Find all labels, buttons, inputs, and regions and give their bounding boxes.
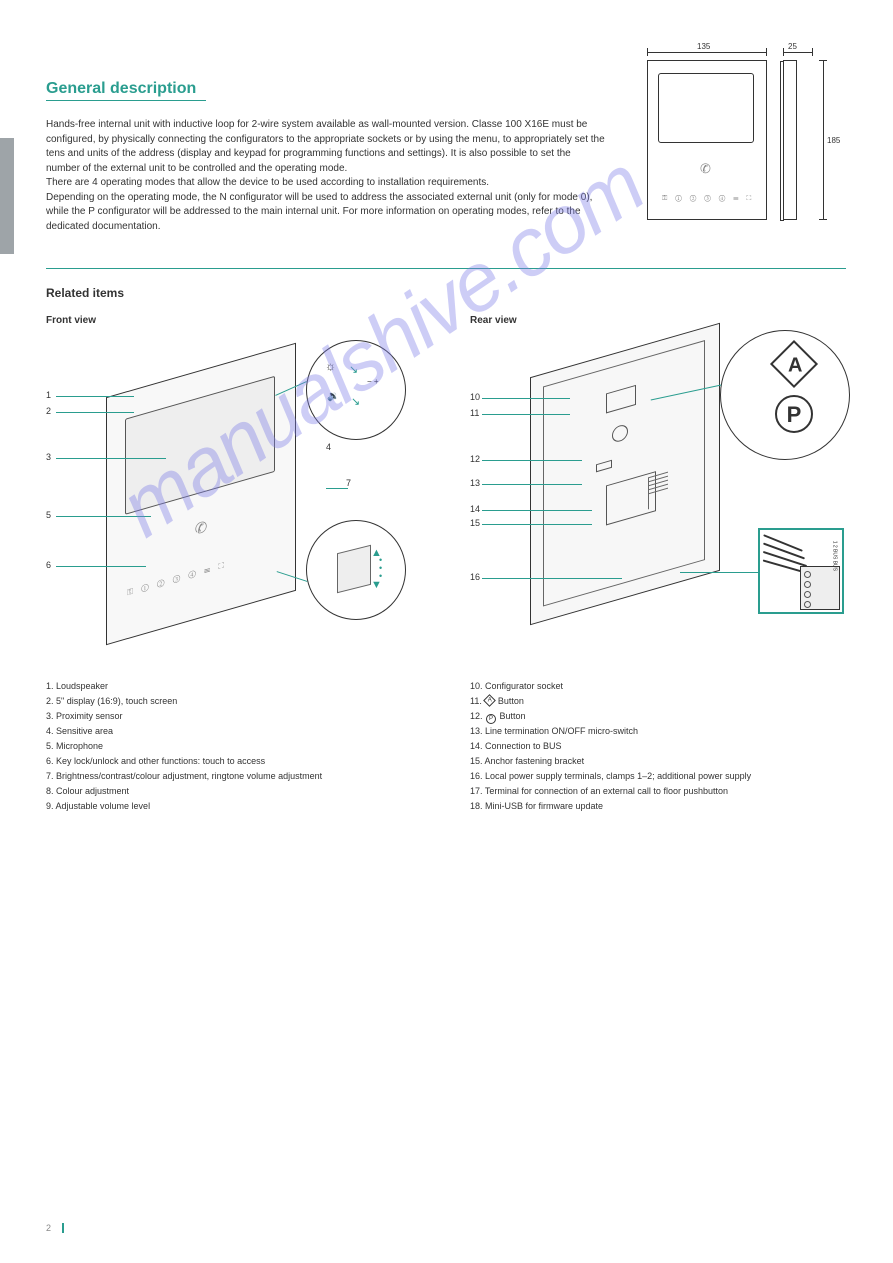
leader-7 — [326, 488, 348, 489]
callout-12: 12 — [470, 454, 480, 464]
list-item: 4. Sensitive area — [46, 725, 322, 739]
zoom-leader-conn — [680, 572, 758, 573]
list-item: 2. 5" display (16:9), touch screen — [46, 695, 322, 709]
section-title: General description — [46, 80, 196, 98]
terminal-block: 1 2 BUS BUS — [800, 566, 840, 610]
list-item: 1. Loudspeaker — [46, 680, 322, 694]
callout-7: 7 — [346, 478, 351, 488]
callout-16: 16 — [470, 572, 480, 582]
rear-list: 10. Configurator socket 11. A Button 12.… — [470, 680, 751, 814]
front-view-header: Front view — [46, 315, 96, 326]
rear-inner — [543, 340, 705, 606]
dim-side-outline — [783, 60, 797, 220]
a-button-icon: A — [770, 340, 818, 388]
list-item: 3. Proximity sensor — [46, 710, 322, 724]
list-item: 17. Terminal for connection of an extern… — [470, 785, 751, 799]
zoom-joystick: ▲ ▼ • • • — [306, 520, 406, 620]
zoom-brightness-volume: ☼ ↘ 🔉 ↘ − + — [306, 340, 406, 440]
list-item: 6. Key lock/unlock and other functions: … — [46, 755, 322, 769]
section2-title: Related items — [46, 286, 124, 300]
dim-height: 185 — [827, 136, 840, 145]
callout-3: 3 — [46, 452, 51, 462]
dim-front-outline: ✆ ⚿ ① ② ③ ④ ☰ ⛶ — [647, 60, 767, 220]
zoom-ap-buttons: A P — [720, 330, 850, 460]
callout-13: 13 — [470, 478, 480, 488]
callout-15: 15 — [470, 518, 480, 528]
p-circle-icon: P — [486, 714, 496, 724]
connector-detail: 1 2 BUS BUS — [758, 528, 844, 614]
callout-10: 10 — [470, 392, 480, 402]
list-item: 13. Line termination ON/OFF micro-switch — [470, 725, 751, 739]
leader-15 — [482, 524, 592, 525]
leader-2 — [56, 412, 134, 413]
intro-p2: There are 4 operating modes that allow t… — [46, 177, 489, 188]
dim-key-row: ⚿ ① ② ③ ④ ☰ ⛶ — [662, 195, 754, 203]
list-item: 9. Adjustable volume level — [46, 800, 322, 814]
list-item: 16. Local power supply terminals, clamps… — [470, 770, 751, 784]
list-item: 10. Configurator socket — [470, 680, 751, 694]
list-item: 18. Mini-USB for firmware update — [470, 800, 751, 814]
front-screen — [125, 376, 275, 515]
dim-width: 135 — [697, 42, 710, 51]
rear-body — [530, 323, 720, 625]
intro-p3: Depending on the operating mode, the N c… — [46, 192, 592, 232]
rear-diagram: 10 11 12 13 14 15 16 A P 1 2 BUS BUS — [470, 340, 860, 670]
callout-11: 11 — [470, 408, 479, 418]
callout-4: 4 — [326, 442, 331, 452]
list-item: 14. Connection to BUS — [470, 740, 751, 754]
front-list: 1. Loudspeaker 2. 5" display (16:9), tou… — [46, 680, 322, 814]
intro-text: Hands-free internal unit with inductive … — [46, 118, 606, 234]
callout-5: 5 — [46, 510, 51, 520]
front-body: ✆ ⚿ ① ② ③ ④ ☰ ⛶ — [106, 343, 296, 645]
callout-1: 1 — [46, 390, 51, 400]
rear-view-header: Rear view — [470, 315, 517, 326]
phone-icon: ✆ — [191, 516, 211, 542]
callout-6: 6 — [46, 560, 51, 570]
p-button-icon: P — [775, 395, 813, 433]
callout-2: 2 — [46, 406, 51, 416]
phone-icon: ✆ — [700, 161, 711, 177]
dim-depth: 25 — [788, 42, 797, 51]
leader-1 — [56, 396, 134, 397]
leader-5 — [56, 516, 151, 517]
list-item: 7. Brightness/contrast/colour adjustment… — [46, 770, 322, 784]
intro-p1: Hands-free internal unit with inductive … — [46, 119, 605, 174]
leader-11 — [482, 414, 570, 415]
title-underline — [46, 100, 206, 101]
language-tab — [0, 138, 14, 254]
list-item: 5. Microphone — [46, 740, 322, 754]
leader-14 — [482, 510, 592, 511]
leader-10 — [482, 398, 570, 399]
list-item: 15. Anchor fastening bracket — [470, 755, 751, 769]
dimension-diagram: 135 25 185 ✆ ⚿ ① ② ③ ④ ☰ ⛶ — [647, 60, 847, 250]
leader-3 — [56, 458, 166, 459]
section-divider — [46, 268, 846, 269]
list-item: 11. A Button — [470, 695, 751, 709]
footer-bar — [62, 1223, 64, 1233]
dim-screen — [658, 73, 754, 143]
footer-page-number: 2 — [46, 1223, 51, 1233]
front-device-iso: ✆ ⚿ ① ② ③ ④ ☰ ⛶ — [106, 370, 306, 620]
leader-13 — [482, 484, 582, 485]
callout-14: 14 — [470, 504, 480, 514]
leader-6 — [56, 566, 146, 567]
leader-16 — [482, 578, 622, 579]
leader-12 — [482, 460, 582, 461]
list-item: 12. P Button — [470, 710, 751, 724]
list-item: 8. Colour adjustment — [46, 785, 322, 799]
front-diagram: ✆ ⚿ ① ② ③ ④ ☰ ⛶ 1 2 3 5 6 ☼ ↘ 🔉 ↘ − + 4 … — [46, 340, 446, 670]
